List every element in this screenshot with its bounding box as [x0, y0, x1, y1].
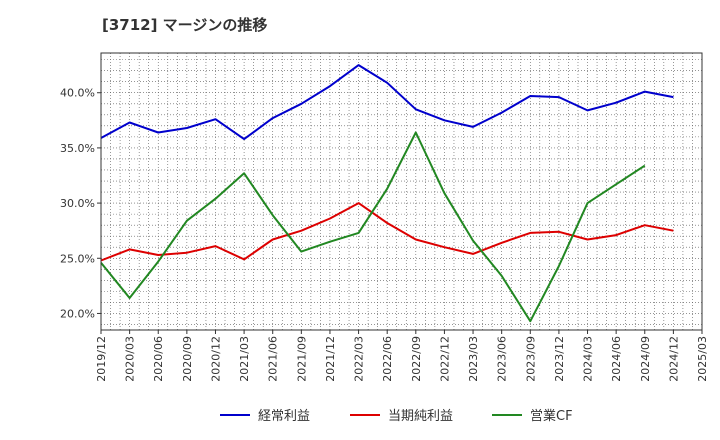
- x-tick-label: 2020/03: [124, 336, 137, 382]
- x-tick-label: 2020/06: [152, 336, 165, 382]
- y-axis-ticks: 20.0% 25.0% 30.0% 35.0% 40.0%: [60, 87, 101, 320]
- grid-layer: [100, 53, 703, 330]
- plot-frame-layer: [100, 52, 703, 331]
- x-tick-label: 2021/09: [295, 336, 308, 382]
- x-tick-label: 2023/12: [553, 336, 566, 382]
- x-tick-label: 2025/03: [696, 336, 709, 382]
- y-tick-label: 25.0%: [60, 252, 95, 265]
- x-tick-label: 2024/12: [667, 336, 680, 382]
- series-layer: [100, 64, 674, 323]
- x-tick-label: 2021/03: [238, 336, 251, 382]
- legend-label-1: 経常利益: [258, 409, 310, 424]
- plot-frame: [100, 52, 703, 331]
- series-line-1: [100, 64, 674, 141]
- series-line-2: [100, 202, 674, 262]
- chart-title: [3712] マージンの推移: [102, 16, 268, 34]
- x-tick-label: 2023/09: [524, 336, 537, 382]
- x-tick-label: 2023/06: [496, 336, 509, 382]
- x-tick-label: 2024/06: [610, 336, 623, 382]
- series-line-3: [100, 131, 646, 323]
- x-tick-label: 2022/06: [381, 336, 394, 382]
- y-tick-label: 30.0%: [60, 197, 95, 210]
- x-tick-label: 2024/03: [582, 336, 595, 382]
- legend-label-2: 当期純利益: [388, 409, 453, 424]
- x-tick-label: 2022/09: [410, 336, 423, 382]
- legend: 経常利益 当期純利益 営業CF: [220, 408, 573, 424]
- x-tick-label: 2022/12: [438, 336, 451, 382]
- x-tick-label: 2024/09: [639, 336, 652, 382]
- x-tick-label: 2021/06: [267, 336, 280, 382]
- x-tick-label: 2022/03: [353, 336, 366, 382]
- x-axis-ticks: 2019/12 2020/03 2020/06 2020/09 2020/12 2021/…: [95, 330, 709, 382]
- y-tick-label: 20.0%: [60, 307, 95, 320]
- y-tick-label: 35.0%: [60, 142, 95, 155]
- x-tick-label: 2019/12: [95, 336, 108, 382]
- x-tick-label: 2020/12: [209, 336, 222, 382]
- x-tick-label: 2020/09: [181, 336, 194, 382]
- x-tick-label: 2021/12: [324, 336, 337, 382]
- x-tick-label: 2023/03: [467, 336, 480, 382]
- legend-label-3: 営業CF: [530, 408, 573, 424]
- y-tick-label: 40.0%: [60, 87, 95, 100]
